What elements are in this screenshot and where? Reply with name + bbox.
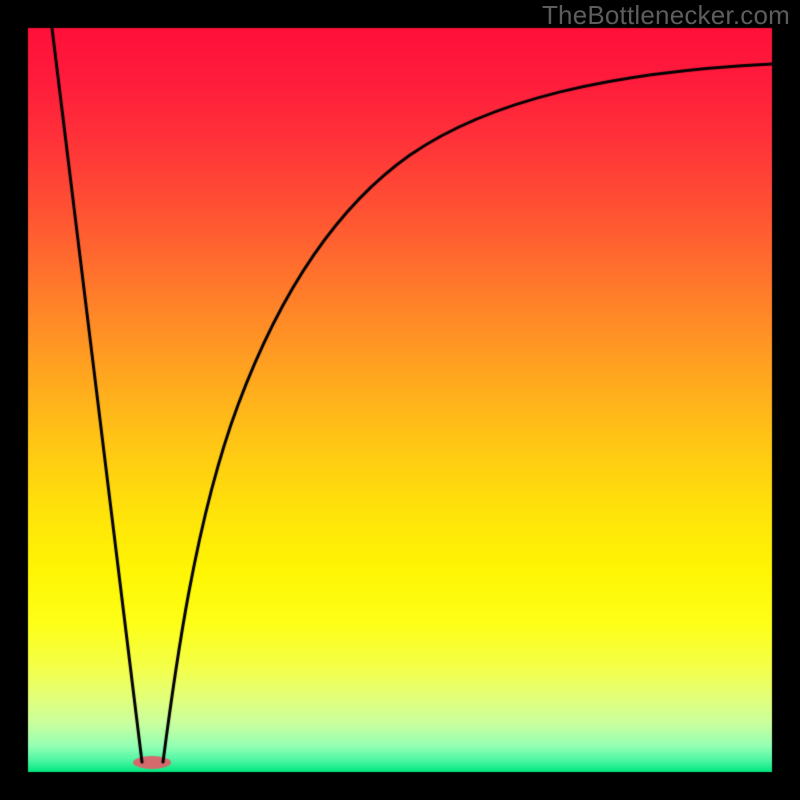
watermark-text: TheBottlenecker.com [542, 0, 790, 31]
chart-container: { "canvas": { "width": 800, "height": 80… [0, 0, 800, 800]
bottleneck-gradient-chart [0, 0, 800, 800]
